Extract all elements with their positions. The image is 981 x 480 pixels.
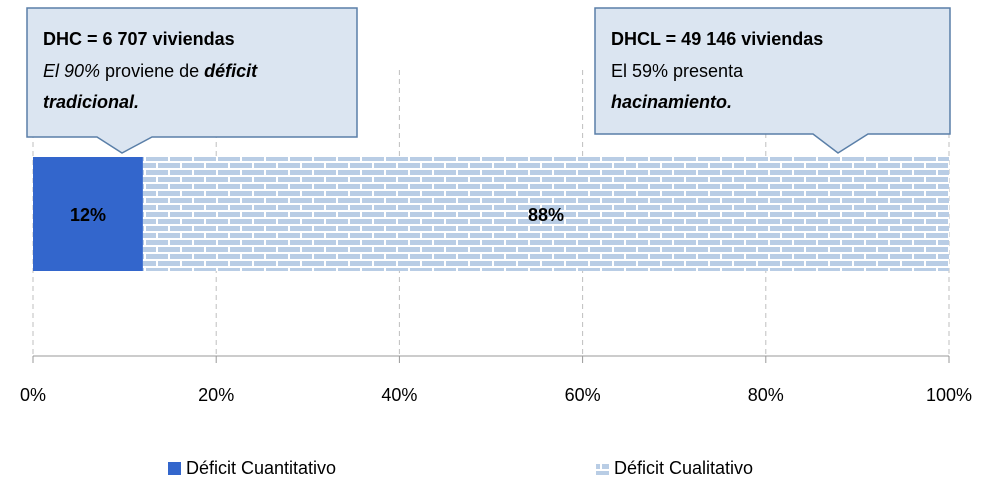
bar	[33, 157, 143, 271]
x-tick-label: 0%	[20, 385, 46, 405]
data-label: 88%	[528, 205, 564, 225]
bar	[142, 157, 950, 271]
x-tick-label: 60%	[565, 385, 601, 405]
callout-line: El 90% proviene de déficit	[43, 61, 258, 81]
callout-box	[594, 7, 951, 154]
x-tick-label: 80%	[748, 385, 784, 405]
callout-text: hacinamiento.	[611, 92, 732, 112]
x-tick-label: 100%	[926, 385, 972, 405]
legend-swatch	[168, 462, 181, 475]
callout-text: déficit	[204, 61, 258, 81]
x-tick-label: 40%	[381, 385, 417, 405]
callout-text: El 59% presenta	[611, 61, 744, 81]
callout-title: DHC = 6 707 viviendas	[43, 29, 235, 49]
callout-line: tradicional.	[43, 92, 139, 112]
legend-swatch	[596, 462, 609, 475]
callout-text: tradicional.	[43, 92, 139, 112]
callout-line: El 59% presenta	[611, 61, 744, 81]
callout-title: DHCL = 49 146 viviendas	[611, 29, 823, 49]
legend-label: Déficit Cuantitativo	[186, 458, 336, 478]
callout-box	[26, 7, 358, 154]
legend-label: Déficit Cualitativo	[614, 458, 753, 478]
callout-text: El 90%	[43, 61, 100, 81]
callout-line: hacinamiento.	[611, 92, 732, 112]
x-tick-label: 20%	[198, 385, 234, 405]
data-label: 12%	[70, 205, 106, 225]
callout-text: proviene de	[100, 61, 204, 81]
